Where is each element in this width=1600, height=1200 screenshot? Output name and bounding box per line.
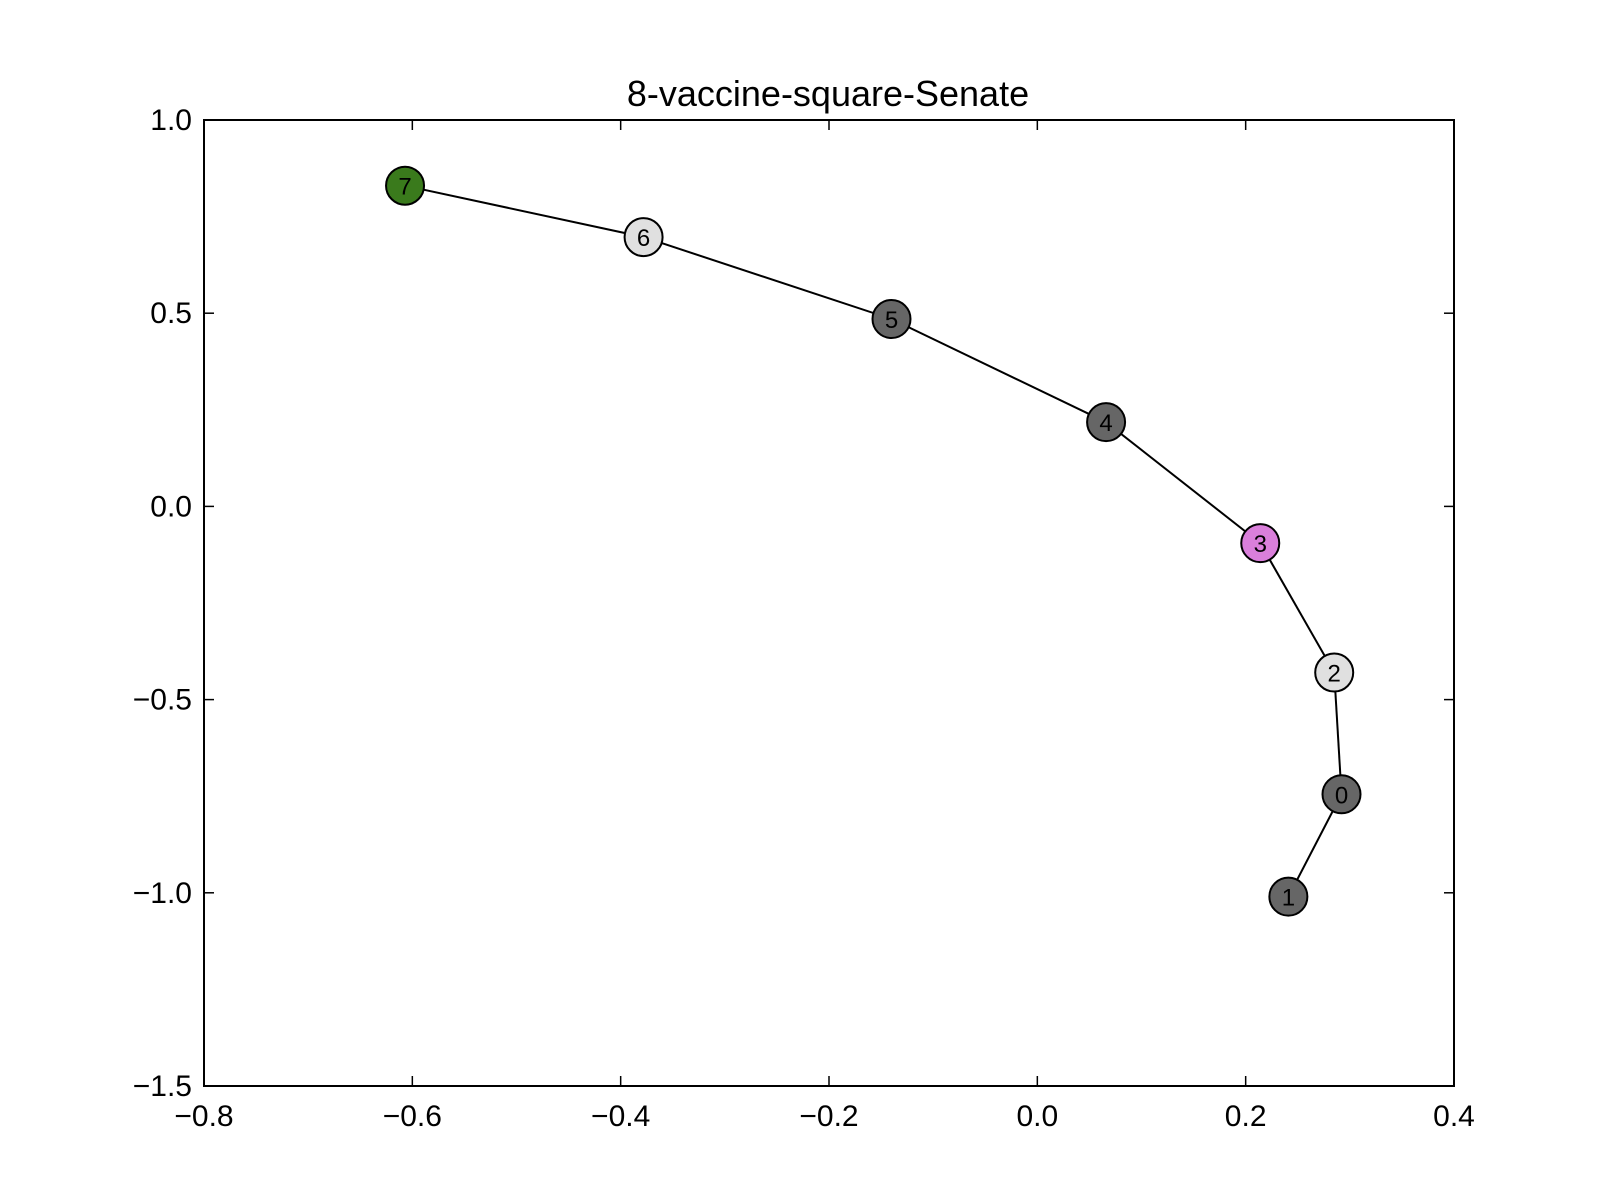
node-label: 5	[885, 307, 898, 334]
node-label: 2	[1328, 661, 1341, 688]
edge-5-6	[643, 236, 892, 320]
node-2: 2	[1314, 652, 1355, 693]
node-label: 6	[637, 225, 650, 252]
y-tick-label: −1.5	[133, 1070, 192, 1103]
node-marker	[1268, 876, 1309, 917]
node-1: 1	[1268, 876, 1309, 917]
y-tick-label: 0.0	[150, 490, 192, 523]
x-tick-label: 0.0	[1016, 1100, 1058, 1133]
node-0: 0	[1321, 774, 1362, 815]
node-label: 1	[1282, 885, 1295, 912]
edges-layer	[404, 184, 1343, 898]
node-5: 5	[871, 298, 912, 339]
chart-title: 8-vaccine-square-Senate	[627, 73, 1029, 114]
nodes-layer: 0 1 2 3 4 5 6 7	[385, 165, 1362, 917]
x-tick-label: −0.4	[591, 1100, 650, 1133]
x-tick-label: 0.2	[1225, 1100, 1267, 1133]
node-label: 0	[1335, 782, 1348, 809]
node-marker	[385, 165, 426, 206]
y-tick-label: −1.0	[133, 877, 192, 910]
x-tick-label: −0.8	[174, 1100, 233, 1133]
y-tick-label: −0.5	[133, 684, 192, 717]
edge-2-3	[1259, 542, 1336, 674]
plot-frame	[203, 119, 1455, 1087]
node-marker	[871, 298, 912, 339]
node-3: 3	[1240, 523, 1281, 564]
node-marker	[1240, 523, 1281, 564]
node-6: 6	[623, 217, 664, 258]
node-label: 4	[1099, 410, 1112, 437]
y-tick-label: 1.0	[150, 104, 192, 137]
x-tick-label: −0.6	[383, 1100, 442, 1133]
node-marker	[623, 217, 664, 258]
node-4: 4	[1086, 402, 1127, 443]
edge-3-4	[1105, 421, 1261, 544]
edge-6-7	[404, 184, 644, 239]
node-marker	[1321, 774, 1362, 815]
x-tick-label: 0.4	[1433, 1100, 1475, 1133]
node-marker	[1086, 402, 1127, 443]
node-label: 7	[398, 174, 411, 201]
node-label: 3	[1254, 531, 1267, 558]
node-marker	[1314, 652, 1355, 693]
y-tick-label: 0.5	[150, 297, 192, 330]
x-tick-label: −0.2	[799, 1100, 858, 1133]
node-7: 7	[385, 165, 426, 206]
ticks-layer: −0.8 −0.6 −0.4 −0.2 0.0 0.2 0.4 1.0 0.5 0.0 −0.5 −1…	[133, 104, 1475, 1133]
edge-0-2	[1333, 672, 1343, 795]
edge-4-5	[891, 318, 1107, 424]
